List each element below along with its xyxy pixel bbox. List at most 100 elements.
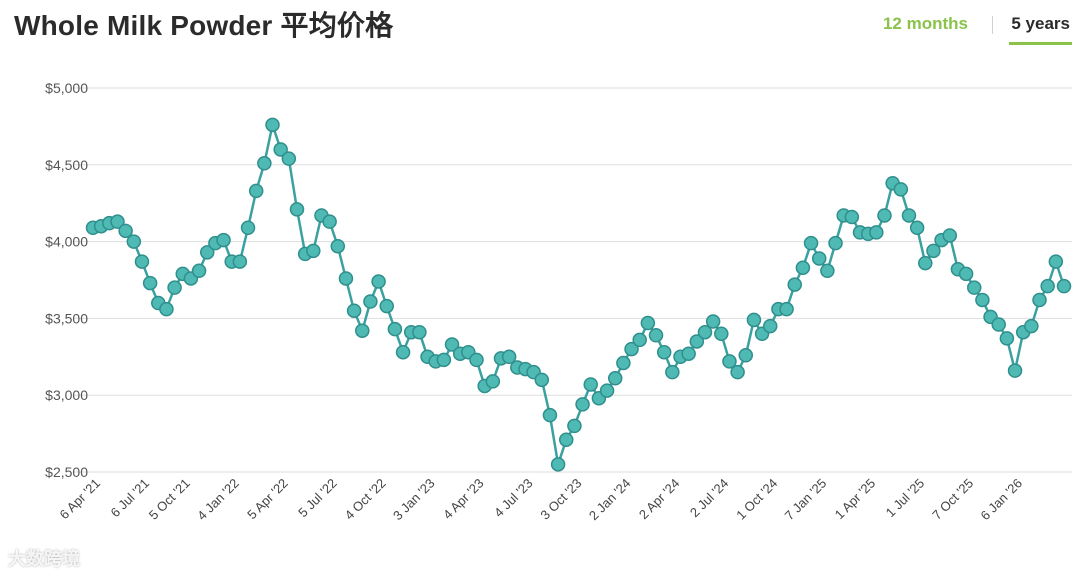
- data-point[interactable]: [640, 315, 656, 331]
- data-point[interactable]: [322, 214, 337, 229]
- data-point[interactable]: [412, 324, 427, 340]
- data-point[interactable]: [355, 323, 370, 338]
- data-point[interactable]: [705, 314, 721, 329]
- data-point[interactable]: [118, 223, 133, 239]
- data-point[interactable]: [363, 294, 378, 309]
- data-point[interactable]: [240, 220, 256, 236]
- data-point[interactable]: [966, 280, 982, 295]
- data-point[interactable]: [893, 182, 909, 197]
- data-point[interactable]: [110, 214, 125, 229]
- data-point[interactable]: [714, 326, 729, 342]
- data-point[interactable]: [991, 317, 1006, 332]
- data-point[interactable]: [632, 332, 647, 348]
- data-point[interactable]: [469, 352, 484, 368]
- data-point[interactable]: [395, 344, 411, 360]
- data-point[interactable]: [387, 321, 403, 337]
- tab-5-years[interactable]: 5 years: [1009, 14, 1072, 45]
- data-point[interactable]: [697, 324, 713, 340]
- data-point[interactable]: [624, 341, 639, 357]
- data-point[interactable]: [803, 235, 819, 251]
- data-point[interactable]: [1056, 278, 1072, 294]
- data-point[interactable]: [559, 432, 574, 447]
- chart-title: Whole Milk Powder 平均价格: [14, 10, 394, 41]
- data-point[interactable]: [599, 383, 615, 398]
- watermark-text: 大数跨境: [8, 549, 80, 570]
- data-point[interactable]: [379, 298, 394, 314]
- data-point[interactable]: [436, 352, 452, 368]
- data-point[interactable]: [820, 263, 835, 279]
- data-point[interactable]: [159, 301, 174, 317]
- data-point[interactable]: [534, 372, 550, 388]
- data-point[interactable]: [257, 156, 272, 171]
- data-point[interactable]: [681, 346, 696, 361]
- data-point[interactable]: [656, 344, 672, 360]
- data-point[interactable]: [330, 238, 346, 254]
- x-axis-labels: 6 Apr '21 6 Jul '215 Oct '21 4 Jan '22 5 Ap…: [57, 476, 1026, 524]
- data-point[interactable]: [901, 208, 917, 223]
- data-point[interactable]: [942, 228, 958, 243]
- data-point[interactable]: [338, 271, 354, 286]
- data-point[interactable]: [1048, 254, 1064, 269]
- data-point[interactable]: [1032, 292, 1047, 308]
- data-point[interactable]: [216, 232, 231, 248]
- x-tick-label: 1 Oct '24: [733, 476, 780, 523]
- data-point[interactable]: [232, 254, 248, 269]
- data-point[interactable]: [746, 312, 762, 328]
- data-point[interactable]: [371, 274, 386, 289]
- data-point[interactable]: [869, 225, 884, 240]
- x-tick-label: 7 Jan '25: [782, 476, 830, 524]
- data-point[interactable]: [918, 255, 933, 271]
- data-point[interactable]: [795, 260, 811, 275]
- data-point[interactable]: [648, 328, 664, 343]
- data-point[interactable]: [730, 364, 745, 380]
- data-point[interactable]: [134, 254, 150, 269]
- data-point[interactable]: [999, 331, 1015, 346]
- data-point[interactable]: [844, 209, 860, 225]
- data-point[interactable]: [909, 220, 925, 236]
- y-axis-labels: $2,500 $3,000 $3,500 $4,000 $4,500 $5,000: [45, 80, 88, 480]
- y-tick-label: $4,000: [45, 234, 88, 250]
- data-point[interactable]: [542, 407, 558, 423]
- tab-12-months[interactable]: 12 months: [882, 14, 968, 33]
- data-point[interactable]: [550, 457, 566, 472]
- data-point[interactable]: [689, 334, 705, 349]
- data-point[interactable]: [722, 354, 737, 369]
- data-point[interactable]: [444, 337, 460, 352]
- data-point[interactable]: [763, 318, 778, 334]
- data-point[interactable]: [877, 208, 892, 223]
- data-point[interactable]: [958, 266, 974, 282]
- data-point[interactable]: [616, 355, 631, 371]
- data-point[interactable]: [787, 277, 802, 292]
- data-point[interactable]: [1024, 318, 1039, 334]
- data-point[interactable]: [273, 142, 288, 157]
- data-point[interactable]: [1007, 363, 1023, 378]
- data-point[interactable]: [485, 374, 501, 389]
- data-point[interactable]: [567, 418, 582, 434]
- data-point[interactable]: [779, 301, 794, 317]
- data-point[interactable]: [501, 349, 517, 365]
- y-tick-label: $5,000: [45, 80, 88, 96]
- data-point[interactable]: [975, 292, 990, 308]
- data-point[interactable]: [191, 263, 207, 279]
- data-point[interactable]: [265, 117, 280, 133]
- data-point[interactable]: [126, 234, 142, 249]
- data-point[interactable]: [811, 251, 827, 266]
- data-point[interactable]: [828, 235, 843, 251]
- data-point[interactable]: [281, 151, 297, 166]
- data-point[interactable]: [199, 245, 215, 260]
- data-point[interactable]: [583, 377, 598, 392]
- data-point[interactable]: [738, 348, 754, 363]
- data-point[interactable]: [665, 364, 680, 380]
- data-point[interactable]: [346, 303, 362, 318]
- data-point[interactable]: [607, 371, 623, 386]
- data-point[interactable]: [1040, 278, 1055, 294]
- data-point[interactable]: [575, 397, 590, 412]
- x-tick-label: 1 Apr '25: [832, 476, 879, 523]
- data-point[interactable]: [167, 280, 182, 295]
- data-point[interactable]: [248, 183, 264, 199]
- data-point[interactable]: [142, 275, 158, 291]
- data-point[interactable]: [926, 243, 941, 259]
- data-point[interactable]: [289, 202, 305, 217]
- data-point[interactable]: [306, 243, 321, 259]
- x-tick-label: 4 Oct '22: [342, 476, 389, 523]
